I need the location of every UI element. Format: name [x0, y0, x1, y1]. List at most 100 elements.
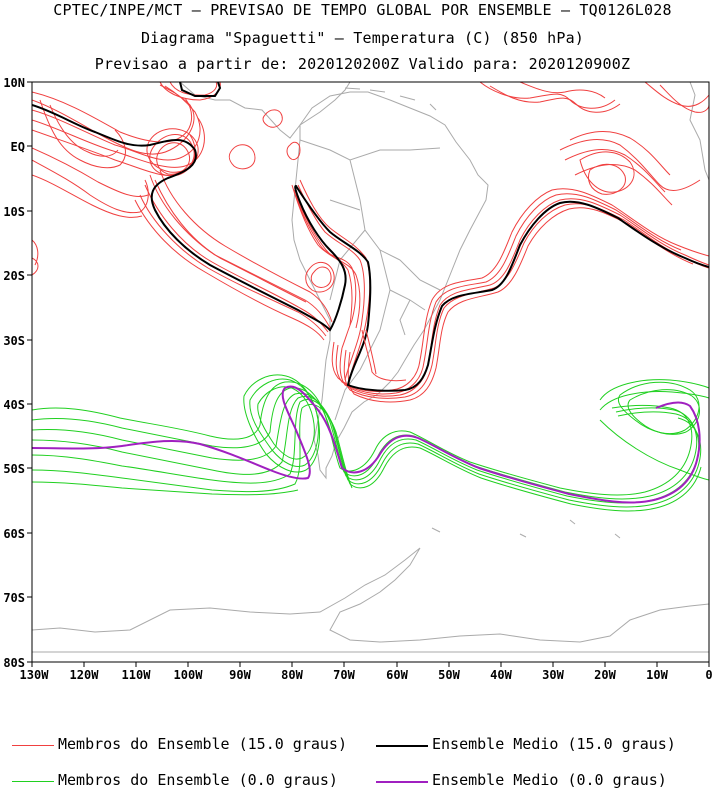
member-0-right-loop: [599, 419, 709, 481]
member-15-ne: [489, 85, 621, 113]
lat-label: 40S: [3, 398, 25, 412]
legend-swatch-members-0: [12, 781, 54, 782]
mean-15-lines: [32, 82, 709, 392]
legend-label-members-15: Membros do Ensemble (15.0 graus): [58, 735, 347, 753]
member-15-atlantic-top: [574, 164, 673, 206]
member-15-ne: [479, 82, 616, 109]
lon-labels: 130W 120W 110W 100W 90W 80W 70W 60W 50W …: [20, 668, 713, 682]
member-15-pacific-loop: [156, 142, 190, 175]
member-15-ne: [519, 82, 606, 99]
title-line-2: Diagrama "Spaguetti" – Temperatura (C) (…: [140, 29, 585, 47]
legend-swatch-mean-0: [376, 781, 428, 783]
lon-label: 130W: [20, 668, 50, 682]
mean-0-band: [32, 385, 701, 504]
legend-swatch-members-15: [12, 745, 54, 746]
member-15-atlantic-top: [588, 163, 626, 195]
lat-label: 60S: [3, 527, 25, 541]
member-15-andes: [295, 194, 361, 329]
member-15-andes-loop: [305, 261, 335, 293]
member-15-pacific-diag: [159, 169, 333, 323]
lon-label: 40W: [490, 668, 512, 682]
antarctic-islands: [431, 519, 621, 539]
mean-15-pacific: [32, 104, 709, 392]
member-15-pacific-left: [32, 174, 143, 218]
title-line-3: Previsao a partir de: 2020120200Z Valido…: [94, 55, 631, 73]
lat-label: 80S: [3, 656, 25, 670]
member-15-andes-loop: [310, 266, 332, 289]
members-15-lines: [32, 82, 709, 403]
caribbean-islands: [344, 87, 437, 111]
member-15-atlantic-top: [569, 130, 671, 176]
lon-label: 10W: [646, 668, 668, 682]
mean-0-lines: [32, 385, 701, 504]
antarctica-coast: [32, 547, 709, 653]
member-15-pacific-diag: [139, 194, 327, 337]
lat-label: 30S: [3, 334, 25, 348]
member-15-south-loop: [331, 188, 709, 392]
lon-label: 70W: [333, 668, 355, 682]
members-15-andes-extra: [361, 329, 407, 382]
lon-label: 90W: [229, 668, 251, 682]
lon-label: 60W: [386, 668, 408, 682]
member-15-pacific-left: [32, 159, 149, 214]
member-0-band: [32, 481, 299, 496]
member-15-south-loop: [335, 193, 682, 395]
lat-labels: 10N EQ 10S 20S 30S 40S 50S 60S 70S 80S: [3, 76, 25, 670]
lon-label: 50W: [438, 668, 460, 682]
member-15-pacific-left: [39, 99, 126, 169]
member-15-pacific-diag: [134, 199, 325, 341]
lon-label: 100W: [174, 668, 204, 682]
member-0-right-loop: [627, 389, 701, 435]
lon-label: 20W: [594, 668, 616, 682]
member-15-top-loop: [262, 109, 283, 128]
member-15-atlantic-top: [579, 151, 635, 193]
lon-label: 80W: [281, 668, 303, 682]
member-15-pacific-diag: [154, 179, 307, 303]
lat-label: 20S: [3, 269, 25, 283]
mean-15-top: [179, 82, 222, 97]
member-15-pacific-diag: [144, 184, 329, 333]
member-15-andes-inner: [297, 184, 365, 381]
member-0-right-loop: [599, 379, 709, 411]
plot-frame: [31, 81, 710, 663]
member-15-pacific-upper: [32, 91, 193, 143]
member-15-pacific-diag: [149, 174, 331, 329]
lat-label: 10N: [3, 76, 25, 90]
member-15-pacific-upper: [32, 129, 196, 177]
lon-ticks: [31, 662, 710, 667]
lon-label: 30W: [542, 668, 564, 682]
member-15-andes: [293, 189, 357, 349]
coastlines: [32, 82, 709, 653]
lat-label: 70S: [3, 591, 25, 605]
legend-label-members-0: Membros do Ensemble (0.0 graus): [58, 771, 338, 789]
africa-coast: [689, 82, 709, 181]
member-15-south-loop: [347, 207, 694, 403]
legend-label-mean-0: Ensemble Medio (0.0 graus): [432, 771, 667, 789]
member-15-andes-extra: [365, 329, 377, 375]
legend-label-mean-15: Ensemble Medio (15.0 graus): [432, 735, 676, 753]
member-15-andes: [291, 184, 353, 326]
member-0-chile-loop: [249, 378, 319, 467]
lon-label: 120W: [70, 668, 100, 682]
member-15-left-edge: [32, 239, 39, 276]
member-15-atlantic-top: [559, 139, 701, 191]
lat-label: 50S: [3, 462, 25, 476]
member-0-band: [32, 392, 700, 504]
member-15-ne: [659, 84, 709, 113]
lat-label: EQ: [11, 140, 25, 154]
member-15-pacific-upper: [32, 117, 205, 168]
member-15-south-loop: [343, 203, 709, 399]
lon-label: 0: [705, 668, 712, 682]
member-15-atlantic-top: [564, 149, 666, 193]
central-america-coast: [179, 82, 351, 139]
member-15-pacific-left: [49, 104, 119, 157]
member-15-ne: [644, 82, 709, 107]
member-0-band: [32, 396, 702, 508]
member-0-band: [32, 381, 693, 496]
member-15-top-loop: [286, 141, 301, 161]
member-0-right-loop: [617, 381, 700, 435]
lat-label: 10S: [3, 205, 25, 219]
member-15-south-loop: [339, 198, 709, 397]
title-line-1: CPTEC/INPE/MCT – PREVISAO DE TEMPO GLOBA…: [53, 1, 672, 19]
